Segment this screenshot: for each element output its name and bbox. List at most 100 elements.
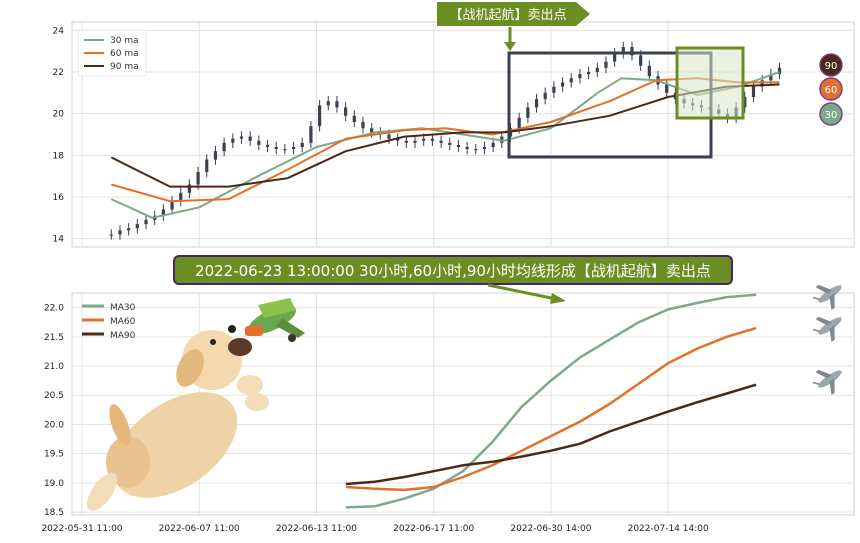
bottom-y-tick-label: 19.5: [44, 450, 64, 460]
candle-body: [196, 172, 200, 185]
candle-body: [144, 219, 148, 225]
puppy-ear: [176, 349, 204, 387]
candle-body: [187, 184, 192, 193]
puppy-eye: [210, 339, 216, 345]
candle-body: [613, 53, 617, 62]
puppy-tail: [109, 404, 131, 446]
bottom-y-tick-label: 20.5: [44, 391, 64, 401]
candle-body: [248, 136, 252, 141]
top-legend-box: [77, 29, 147, 77]
signal-callout: 【战机起航】卖出点: [437, 2, 590, 51]
candle-body: [534, 99, 539, 108]
plane-icon-ma30: [812, 284, 842, 311]
legend-label-90ma: 90 ma: [110, 62, 139, 72]
banner-arrow-head: [550, 293, 566, 304]
title-banner: 2022-06-23 13:00:00 30小时,60小时,90小时均线形成【战…: [173, 255, 733, 304]
bottom-y-tick-label: 18.5: [44, 508, 64, 518]
candle-body: [517, 117, 521, 129]
puppy-foot: [86, 473, 118, 511]
candle-body: [170, 201, 174, 210]
title-banner-box: [173, 255, 733, 285]
candle-body: [231, 138, 235, 143]
toy-plane-wing: [258, 298, 296, 318]
plane-icons: [812, 284, 842, 396]
bottom-line-MA90: [345, 383, 757, 486]
toy-plane-nose: [245, 326, 263, 336]
bottom-y-tick-label: 22.0: [44, 304, 64, 314]
top-y-ticks: 14 16 18 20 22 24: [53, 26, 65, 244]
candle-body: [370, 128, 374, 133]
candle-body: [587, 72, 591, 75]
bottom-y-tick-label: 20.0: [44, 420, 64, 430]
candle-body: [335, 101, 339, 108]
candle-body: [274, 147, 278, 150]
badge-90: [819, 53, 843, 77]
candle-body: [456, 144, 461, 147]
candle-body: [482, 147, 487, 150]
candle-body: [430, 138, 434, 141]
bottom-ma-lines: [345, 293, 757, 509]
legend-label-ma90: MA90: [110, 331, 136, 341]
candle-body: [526, 107, 530, 118]
candle-body: [300, 142, 304, 147]
candle-body: [344, 107, 348, 116]
candle-body: [491, 142, 495, 147]
bottom-line-MA30: [345, 293, 757, 509]
candle-body: [569, 78, 573, 83]
candle-body: [109, 234, 113, 236]
bottom-y-tick-label: 21.0: [44, 362, 64, 372]
puppy-illustration: [86, 325, 269, 511]
toy-plane-illustration: [245, 298, 305, 342]
badge-60-label: 60: [825, 85, 838, 96]
toy-plane-tail: [276, 318, 305, 338]
x-tick-label: 2022-06-13 11:00: [276, 524, 357, 534]
candle-body: [118, 230, 122, 235]
end-badges: 90 60 30: [819, 53, 843, 126]
candle-body: [291, 147, 296, 150]
crossover-zone-box: [675, 46, 745, 120]
top-y-tick-label: 18: [53, 151, 65, 161]
legend-label-ma60: MA60: [110, 317, 136, 327]
signal-callout-shape: [437, 2, 590, 26]
top-y-tick-label: 14: [53, 235, 65, 245]
candle-body: [560, 82, 565, 87]
candle-body: [396, 138, 400, 141]
candle-body: [213, 151, 218, 160]
candle-body: [135, 224, 139, 229]
candle-body: [439, 140, 443, 143]
candle-body: [665, 84, 669, 93]
signal-arrow-head: [504, 42, 516, 51]
legend-label-60ma: 60 ma: [110, 49, 139, 59]
signal-callout-text: 【战机起航】卖出点: [449, 7, 566, 23]
puppy-mouth: [228, 338, 252, 356]
plane-icon-ma60: [812, 316, 842, 343]
top-grid: [72, 22, 854, 247]
puppy-paw-front: [237, 375, 263, 395]
candle-body: [283, 149, 287, 151]
x-tick-label: 2022-05-31 11:00: [41, 524, 122, 534]
candle-body: [352, 115, 356, 122]
bottom-legend: MA30 MA60 MA90: [82, 303, 136, 341]
legend-label-30ma: 30 ma: [110, 36, 139, 46]
banner-arrow-shaft: [487, 283, 557, 301]
top-line-90ma: [110, 83, 780, 188]
candle-body: [743, 97, 747, 108]
candle-body: [474, 149, 478, 151]
candle-body: [448, 142, 452, 145]
candle-body: [309, 126, 313, 143]
top-legend: 30 ma 60 ma 90 ma: [77, 29, 147, 77]
x-tick-labels: 2022-05-31 11:00 2022-06-07 11:00 2022-06-…: [41, 524, 709, 534]
candle-body: [777, 67, 782, 75]
bottom-y-ticks: 18.5 19.0 19.5 20.0 20.5 21.0 21.5 22.0: [44, 304, 64, 518]
legend-label-ma30: MA30: [110, 303, 136, 313]
puppy-nose: [228, 325, 236, 333]
top-y-tick-label: 20: [53, 110, 65, 120]
candle-body: [422, 138, 426, 141]
badge-30: [819, 102, 843, 126]
candle-body: [552, 86, 556, 93]
badge-60: [819, 77, 843, 101]
candle-body: [769, 74, 773, 81]
candle-body: [413, 140, 417, 143]
candle-body: [222, 142, 226, 152]
